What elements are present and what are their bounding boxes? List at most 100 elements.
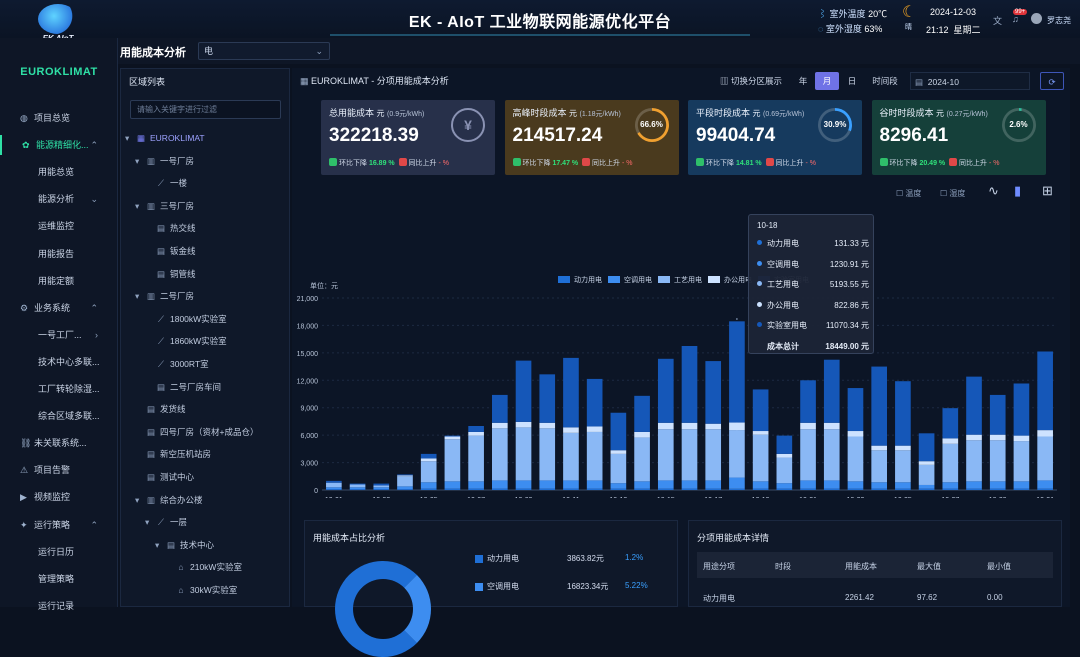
y-tick-label: 0: [314, 488, 318, 495]
period-day[interactable]: 日: [847, 76, 857, 86]
tree-node[interactable]: ▾ ▥ 综合办公楼: [135, 491, 203, 509]
tree-node[interactable]: ▤ 热交线: [145, 219, 196, 237]
bar-segment: [444, 439, 461, 482]
pie-legend-name: 动力用电: [487, 554, 519, 563]
sidebar-item[interactable]: 运行日历: [0, 542, 118, 562]
sidebar-item[interactable]: ⚙ 业务系统 ⌃: [0, 298, 118, 318]
bar-segment: [397, 489, 413, 490]
month-picker[interactable]: ▤ 2024-10: [910, 72, 1030, 90]
bar-segment: [563, 480, 579, 489]
bar-segment: [563, 357, 579, 428]
sidebar-item[interactable]: 综合区域多联...: [0, 406, 118, 426]
sidebar-item[interactable]: 能源分析 ⌄: [0, 189, 118, 209]
tree-arrow-icon[interactable]: ▾: [135, 200, 140, 211]
tooltip-date: 10-18: [757, 221, 778, 230]
tree-node-label: 二号厂房车间: [170, 381, 222, 392]
tree-node[interactable]: ⟋ 1860kW实验室: [145, 332, 227, 350]
sidebar-item[interactable]: 一号工厂... ›: [0, 325, 118, 345]
user-name[interactable]: 罗志尧: [1047, 16, 1071, 25]
legend-label: 办公用电: [724, 275, 752, 284]
x-tick-label: 10-09: [515, 497, 533, 498]
bell-icon[interactable]: ♫: [1012, 14, 1019, 24]
tree-node[interactable]: ▾ ▦ EUROKLIMAT: [125, 129, 205, 147]
tree-node[interactable]: ▤ 四号厂房（资材+成品仓）: [135, 423, 258, 441]
sidebar-item[interactable]: 管理策略: [0, 569, 118, 589]
tree-node[interactable]: ▤ 铜管线: [145, 265, 196, 283]
tree-node[interactable]: ⟋ 1800kW实验室: [145, 310, 227, 328]
sidebar-item[interactable]: 工厂转轮除湿...: [0, 379, 118, 399]
sidebar-item[interactable]: 用能报告: [0, 244, 118, 264]
x-tick-label: 10-11: [562, 497, 579, 498]
cost-card: 平段时段成本 元 (0.69元/kWh) 99404.74 环比下降 14.81 %…: [688, 100, 862, 175]
mom-label: 环比下降: [706, 160, 734, 167]
tree-node[interactable]: ▤ 发货线: [135, 400, 186, 418]
tree-node[interactable]: ⟋ 一楼: [145, 174, 187, 192]
bar-segment: [847, 481, 864, 489]
series-dot-icon: [757, 281, 762, 286]
table-view-icon[interactable]: ⊞: [1042, 183, 1053, 198]
bar-segment: [1037, 351, 1053, 431]
switch-zone-button[interactable]: ▥ 切换分区展示: [716, 72, 786, 90]
sidebar-item[interactable]: 运行记录: [0, 596, 118, 616]
temp-toggle[interactable]: ☐ 温度: [896, 189, 922, 198]
tree-node[interactable]: ▾ ▥ 三号厂房: [135, 197, 194, 215]
tree-arrow-icon[interactable]: ▾: [135, 155, 140, 166]
bar-segment: [586, 426, 603, 432]
bar-segment: [871, 445, 888, 451]
sidebar-item[interactable]: ⚠ 项目告警: [0, 460, 118, 480]
tree-arrow-icon[interactable]: ▾: [135, 291, 140, 302]
tree-node[interactable]: ▤ 新空压机站房: [135, 445, 211, 463]
tree-arrow-icon[interactable]: ▾: [155, 539, 160, 550]
region-search-input[interactable]: 请输入关键字进行过滤: [130, 100, 281, 119]
bar-segment: [420, 453, 437, 459]
tree-node[interactable]: ▤ 二号厂房车间: [145, 378, 221, 396]
period-month[interactable]: 月: [815, 72, 839, 90]
sidebar-item[interactable]: 技术中心多联...: [0, 352, 118, 372]
bar-segment: [444, 436, 461, 440]
sidebar-item[interactable]: ✿ 能源精细化... ⌃: [0, 135, 118, 156]
bar-segment: [634, 395, 650, 432]
bar-segment: [563, 432, 579, 481]
tree-node[interactable]: ▾ ⟋ 一层: [145, 513, 187, 531]
bar-segment: [326, 482, 342, 488]
period-range[interactable]: 时间段: [872, 76, 898, 86]
tree-arrow-icon[interactable]: ▾: [135, 494, 140, 505]
tree-node[interactable]: ⌂ 210kW实验室: [165, 558, 242, 576]
caret-icon: ⌃: [90, 302, 98, 313]
sidebar-item[interactable]: 运维监控: [0, 216, 118, 236]
tree-arrow-icon[interactable]: ▾: [125, 133, 130, 143]
tree-node[interactable]: ▤ 钣金线: [145, 242, 196, 260]
avatar[interactable]: [1031, 13, 1042, 24]
sidebar-item[interactable]: ⛓ 未关联系统...: [0, 433, 118, 453]
region-panel-title: 区域列表: [129, 77, 166, 87]
period-year[interactable]: 年: [798, 76, 808, 86]
tree-node[interactable]: ⌂ 30kW实验室: [165, 581, 237, 599]
bar-segment: [871, 366, 888, 446]
sidebar-item[interactable]: 用能定额: [0, 271, 118, 291]
tree-node[interactable]: ▤ 测试中心: [135, 468, 194, 486]
refresh-button[interactable]: ⟳: [1040, 72, 1064, 90]
percent-ring: 2.6%: [1001, 108, 1036, 142]
series-dot-icon: [757, 260, 762, 266]
tree-arrow-icon[interactable]: ▾: [145, 517, 150, 528]
bar-segment: [1013, 441, 1030, 482]
tree-node[interactable]: ▾ ▥ 二号厂房: [135, 287, 194, 305]
factory-icon: ▥: [146, 494, 156, 505]
tree-node[interactable]: ⟋ 3000RT室: [145, 355, 209, 373]
line-chart-icon[interactable]: ∿: [988, 183, 999, 198]
sidebar-item[interactable]: ◍ 项目总览: [0, 108, 118, 128]
bar-segment: [871, 482, 888, 489]
bar-segment: [847, 436, 864, 482]
floor-icon: ⟋: [158, 336, 164, 347]
tree-node[interactable]: ▾ ▤ 技术中心: [155, 536, 214, 554]
tree-node[interactable]: ▾ ▥ 一号厂房: [135, 152, 194, 170]
energy-select[interactable]: 电 ⌄: [198, 42, 330, 60]
mom-label: 环比下降: [522, 160, 551, 167]
bar-chart-icon[interactable]: ▮: [1014, 183, 1022, 198]
sidebar-item[interactable]: 用能总览: [0, 162, 118, 182]
sidebar-item[interactable]: ✦ 运行策略 ⌃: [0, 515, 118, 535]
x-tick-label: 10-07: [467, 497, 485, 498]
translate-icon[interactable]: 文: [993, 16, 1003, 26]
hum-toggle[interactable]: ☐ 湿度: [940, 189, 966, 198]
sidebar-item[interactable]: ▶ 视频监控: [0, 487, 118, 507]
